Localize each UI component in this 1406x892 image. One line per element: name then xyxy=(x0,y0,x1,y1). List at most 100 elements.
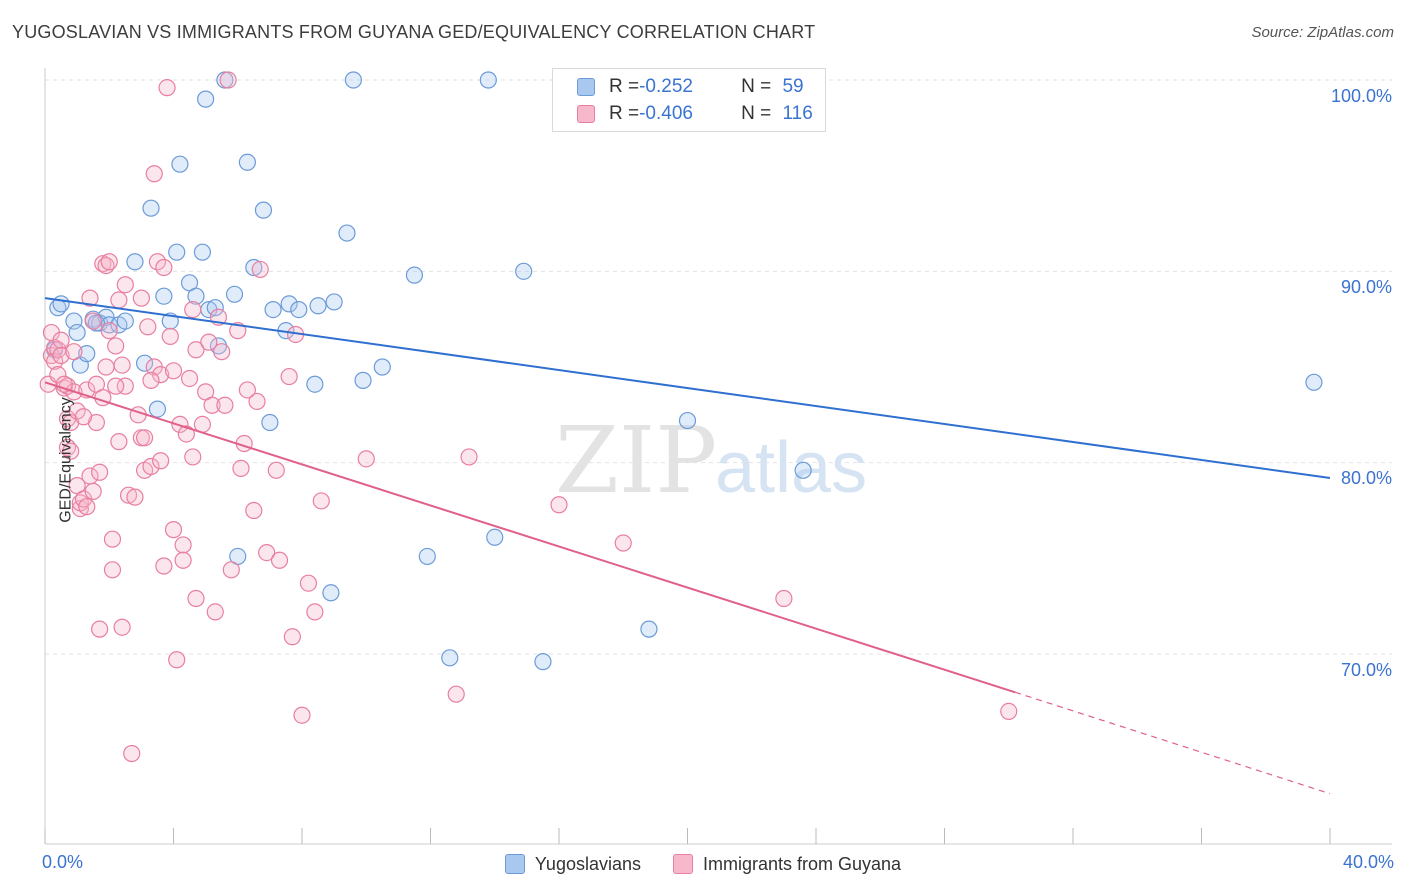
point-guyana xyxy=(74,408,93,426)
point-guyana xyxy=(187,589,205,608)
point-yugoslavian xyxy=(794,461,812,479)
point-guyana xyxy=(81,289,99,307)
point-guyana xyxy=(200,333,218,351)
point-yugoslavian xyxy=(344,71,362,89)
point-guyana xyxy=(180,369,199,388)
point-guyana xyxy=(267,461,285,479)
point-guyana xyxy=(97,358,115,376)
point-yugoslavian xyxy=(441,649,459,667)
point-guyana xyxy=(306,603,324,621)
point-guyana xyxy=(357,450,375,468)
point-yugoslavian xyxy=(373,358,391,376)
point-guyana xyxy=(145,165,163,183)
legend-r-value: -0.406 xyxy=(639,103,693,124)
point-yugoslavian xyxy=(52,295,70,313)
point-yugoslavian xyxy=(678,411,697,430)
point-guyana xyxy=(155,258,173,277)
point-guyana xyxy=(184,448,202,466)
point-guyana xyxy=(148,253,167,271)
point-guyana xyxy=(283,628,301,646)
legend-swatch-blue xyxy=(504,854,525,874)
point-guyana xyxy=(293,706,311,724)
series-legend: Yugoslavians Immigrants from Guyana xyxy=(0,852,1406,876)
point-yugoslavian xyxy=(261,413,279,432)
trendline-yugoslavians xyxy=(44,297,1331,479)
point-guyana xyxy=(116,377,134,395)
point-guyana xyxy=(113,618,131,636)
point-yugoslavian xyxy=(322,584,340,602)
point-guyana xyxy=(65,343,83,361)
legend-swatch-blue xyxy=(577,78,595,96)
point-yugoslavian xyxy=(142,199,160,217)
point-guyana xyxy=(155,557,173,575)
point-guyana xyxy=(142,457,160,476)
legend-r-label: R = xyxy=(609,103,640,124)
point-guyana xyxy=(161,327,179,345)
point-yugoslavian xyxy=(640,620,658,638)
point-guyana xyxy=(312,492,330,510)
point-guyana xyxy=(280,367,298,386)
point-guyana xyxy=(187,341,205,359)
point-guyana xyxy=(116,276,134,294)
point-yugoslavian xyxy=(206,299,224,317)
point-yugoslavian xyxy=(126,253,144,271)
y-tick-label: 100.0% xyxy=(1330,86,1392,106)
legend-swatch-pink xyxy=(577,105,595,123)
point-yugoslavian xyxy=(171,155,189,173)
stats-legend: R = -0.252 N = 59 R = -0.406 N = 116 xyxy=(552,68,826,132)
point-yugoslavian xyxy=(116,312,134,330)
point-guyana xyxy=(135,429,154,447)
point-guyana xyxy=(68,402,86,420)
legend-label: Yugoslavians xyxy=(534,853,641,874)
trend-layer xyxy=(44,297,1331,795)
point-guyana xyxy=(258,543,276,562)
point-yugoslavian xyxy=(534,653,552,671)
point-guyana xyxy=(232,459,250,478)
x-max-label: 40.0% xyxy=(1342,852,1394,872)
point-yugoslavian xyxy=(264,301,282,319)
point-guyana xyxy=(52,346,70,365)
point-guyana xyxy=(216,396,234,414)
legend-r-label: R = xyxy=(609,76,640,97)
legend-item-yugoslavians[interactable]: Yugoslavians xyxy=(504,853,641,875)
point-guyana xyxy=(238,381,256,399)
point-guyana xyxy=(614,534,632,552)
point-guyana xyxy=(142,371,160,389)
point-guyana xyxy=(152,366,170,384)
point-yugoslavian xyxy=(100,316,118,334)
point-guyana xyxy=(174,551,192,569)
point-yugoslavian xyxy=(148,400,167,418)
axis-layer xyxy=(44,68,1392,845)
points-layer xyxy=(39,71,1323,763)
point-guyana xyxy=(203,396,221,414)
point-guyana xyxy=(100,253,118,271)
point-guyana xyxy=(251,260,269,279)
legend-item-guyana[interactable]: Immigrants from Guyana xyxy=(673,854,901,875)
point-yugoslavian xyxy=(280,295,298,313)
legend-row-guyana: R = -0.406 N = 116 xyxy=(577,102,813,126)
point-yugoslavian xyxy=(168,243,186,261)
legend-label: Immigrants from Guyana xyxy=(703,853,902,874)
point-yugoslavian xyxy=(1305,373,1323,391)
point-guyana xyxy=(107,337,125,355)
watermark-zip: ZIP xyxy=(555,407,717,514)
legend-n-label: N = xyxy=(741,103,777,124)
watermark-atlas: atlas xyxy=(715,428,867,508)
point-yugoslavian xyxy=(197,90,215,108)
y-tick-label: 70.0% xyxy=(1340,660,1392,680)
y-tick-label: 80.0% xyxy=(1340,468,1392,488)
point-guyana xyxy=(550,496,568,514)
point-yugoslavian xyxy=(155,287,173,305)
point-guyana xyxy=(245,501,263,520)
point-guyana xyxy=(168,651,186,669)
point-guyana xyxy=(71,499,89,518)
point-guyana xyxy=(206,603,224,621)
point-guyana xyxy=(52,331,70,349)
point-guyana xyxy=(219,71,237,89)
legend-row-yugoslavians: R = -0.252 N = 59 xyxy=(577,75,804,99)
legend-swatch-pink xyxy=(673,854,693,874)
legend-n-value: 59 xyxy=(782,76,804,97)
point-guyana xyxy=(177,425,195,443)
point-guyana xyxy=(1000,702,1018,721)
point-guyana xyxy=(91,463,109,481)
